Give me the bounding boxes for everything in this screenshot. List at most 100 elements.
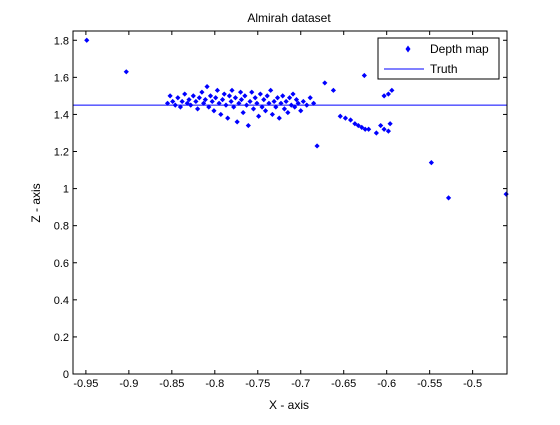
x-axis-label: X - axis [269,398,309,412]
depth-map-point [221,91,227,97]
depth-map-point [219,97,226,103]
depth-map-point [238,97,245,103]
x-tick-label: -0.9 [119,378,138,390]
depth-map-point [225,115,231,121]
depth-map-point [385,91,392,97]
depth-map-point [274,95,281,101]
depth-map-point [385,128,392,134]
depth-map-point [229,87,235,93]
depth-map-point [285,109,291,116]
depth-map-point [170,98,176,105]
depth-map-point [300,98,306,105]
x-tick-label: -0.75 [245,378,270,390]
x-tick-label: -0.6 [377,378,396,390]
y-tick-label: 1.4 [54,109,69,121]
depth-map-point [298,108,304,114]
x-tick-label: -0.7 [291,378,310,390]
depth-map-point [84,37,90,43]
depth-map-point [269,111,275,118]
depth-map-point [278,100,284,106]
x-tick-label: -0.8 [205,378,224,390]
depth-map-point [361,72,367,79]
depth-map-point [123,69,129,75]
depth-map-point [304,102,310,108]
depth-map-point [276,115,282,121]
depth-map-point [236,100,242,106]
y-tick-label: 0.4 [54,295,69,307]
depth-map-point [209,98,215,105]
axes-box [72,30,508,375]
depth-map-point [211,108,217,114]
depth-map-point [366,126,372,132]
depth-map-point [179,98,185,105]
depth-map-point [250,106,257,112]
depth-map-point [281,106,288,112]
depth-map-point [428,160,434,166]
depth-map-point [184,100,190,106]
depth-map-point [244,102,250,108]
depth-map-point [223,102,229,108]
depth-map-point [293,97,300,103]
depth-map-point [214,87,220,93]
x-tick-label: -0.95 [73,378,98,390]
depth-map-point [307,95,313,101]
depth-map-point [175,95,181,101]
depth-map-point [261,97,267,103]
depth-map-point [445,195,452,201]
x-tick-label: -0.65 [331,378,356,390]
depth-map-point [242,93,248,99]
legend: Depth map Truth [377,37,500,80]
y-tick-label: 0.8 [54,221,69,233]
depth-map-point [254,100,260,106]
depth-map-point [186,97,192,103]
depth-map-point [387,121,393,127]
depth-map-point [231,104,237,110]
depth-map-point [295,100,301,106]
depth-map-point [378,122,384,129]
depth-map-point [218,111,224,118]
y-tick-label: 0 [63,369,69,381]
depth-map-point [237,89,244,95]
depth-map-point [503,191,509,197]
depth-map-point [228,98,234,105]
depth-map-point [245,122,251,129]
depth-map-point [262,108,269,114]
y-tick-label: 1.2 [54,147,69,159]
depth-map-point [202,97,208,103]
depth-map-point [362,126,368,132]
legend-depth-map-label: Depth map [430,42,489,56]
depth-map-point [322,80,328,86]
depth-map-point [249,89,255,95]
depth-map-point [167,93,173,99]
y-tick-label: 1 [63,184,69,196]
y-axis-ticks: 0 0.2 0.4 0.6 0.8 1 1.2 1.4 1.6 1.8 [54,35,507,381]
depth-map-point [311,100,317,106]
depth-map-point [264,93,270,99]
depth-map-points [84,37,509,201]
depth-map-point [206,104,212,110]
depth-map-point [271,98,277,105]
depth-map-point [256,113,262,119]
legend-depth-map-marker [405,45,411,53]
depth-map-point [337,113,343,119]
depth-map-point [342,115,349,121]
depth-map-point [283,98,289,105]
depth-map-point [286,95,293,101]
depth-map-point [292,104,298,110]
depth-map-point [195,106,201,112]
depth-map-point [288,102,294,108]
depth-map-point [226,93,233,99]
depth-map-point [266,100,272,106]
depth-map-point [204,84,210,90]
depth-map-point [190,93,196,99]
y-tick-label: 1.6 [54,72,69,84]
depth-map-point [355,122,361,129]
depth-map-point [207,93,214,99]
x-tick-label: -0.55 [417,378,442,390]
depth-map-point [247,98,253,105]
chart-title: Almirah dataset [247,11,331,25]
depth-map-point [232,95,239,101]
depth-map-point [252,95,258,101]
